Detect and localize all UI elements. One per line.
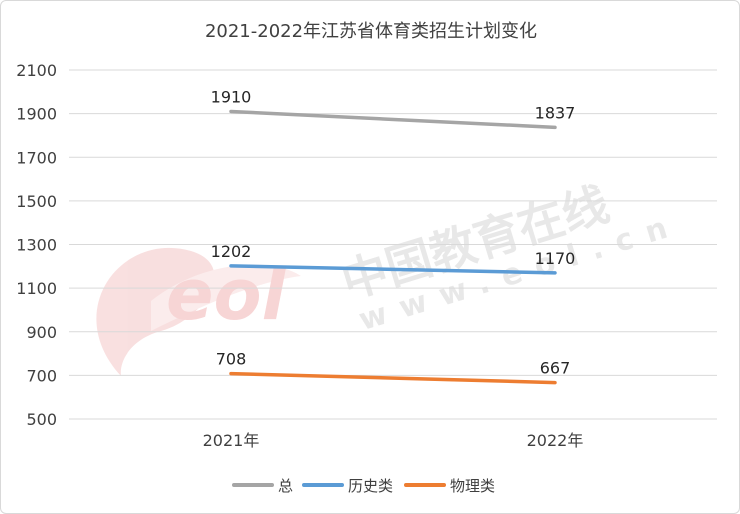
y-tick-label: 900 [26, 323, 57, 342]
y-axis-ticks: 500 700 900 1100 1300 1500 1700 1900 2100 [16, 61, 57, 429]
series-line-3 [229, 371, 557, 385]
data-label: 1170 [535, 249, 576, 268]
data-label: 1202 [211, 242, 252, 261]
y-tick-label: 500 [26, 410, 57, 429]
y-tick-label: 1700 [16, 148, 57, 167]
x-tick-label: 2021年 [203, 431, 260, 450]
x-tick-label: 2022年 [527, 431, 584, 450]
y-tick-label: 2100 [16, 61, 57, 80]
series-line-1 [229, 109, 557, 130]
data-labels: 1910 1837 1202 1170 708 667 [211, 87, 576, 377]
y-tick-label: 1900 [16, 105, 57, 124]
legend-label: 物理类 [450, 477, 495, 495]
legend: 总 历史类 物理类 [232, 477, 495, 495]
data-label: 667 [540, 359, 571, 378]
legend-label: 总 [278, 477, 293, 495]
series-line-2 [229, 264, 557, 275]
y-tick-label: 1500 [16, 192, 57, 211]
y-tick-label: 1300 [16, 236, 57, 255]
y-tick-label: 700 [26, 366, 57, 385]
data-label: 1837 [535, 103, 576, 122]
chart-title: 2021-2022年江苏省体育类招生计划变化 [205, 21, 537, 42]
watermark-brand: 中国教育在线 www.eol.cn [335, 177, 685, 338]
legend-label: 历史类 [348, 477, 393, 495]
series-lines [229, 109, 557, 385]
x-axis-ticks: 2021年 2022年 [203, 431, 584, 450]
data-label: 1910 [211, 87, 252, 106]
y-tick-label: 1100 [16, 279, 57, 298]
data-label: 708 [216, 350, 247, 369]
gridlines [69, 69, 717, 420]
